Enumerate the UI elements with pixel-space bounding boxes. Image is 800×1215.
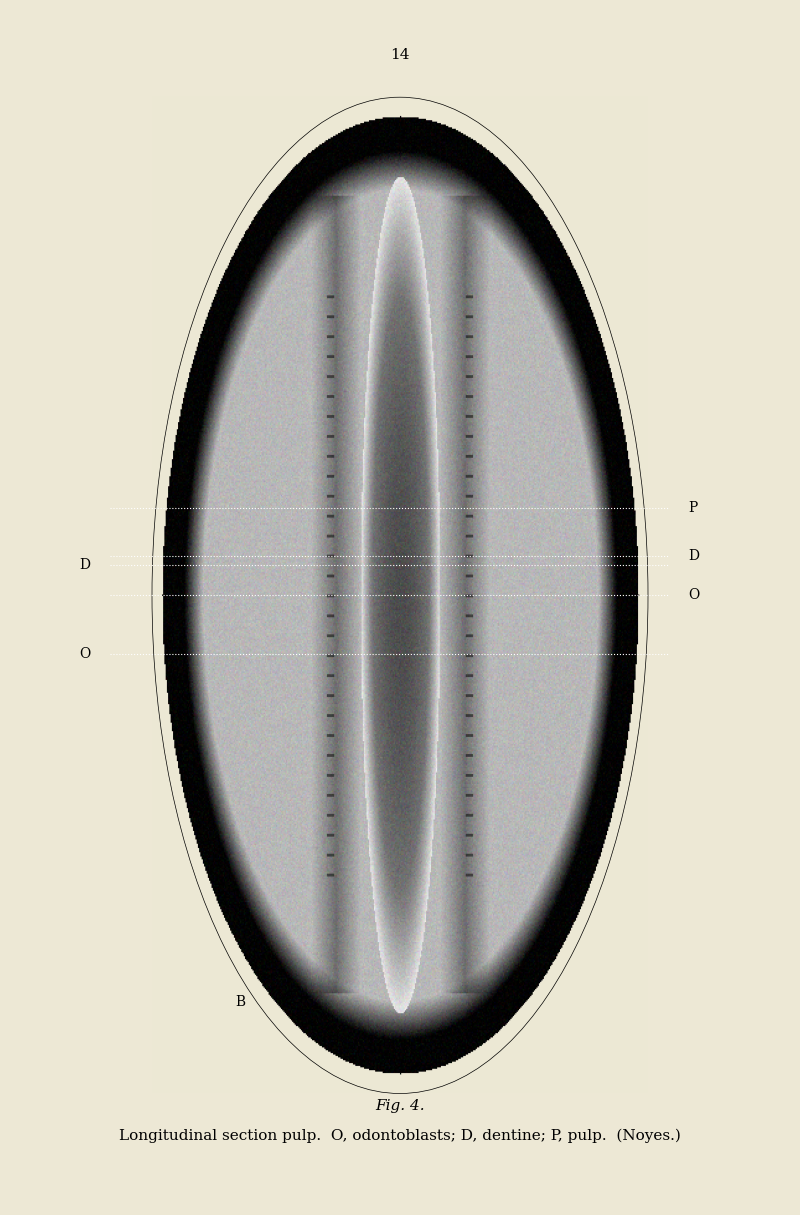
Text: B: B [235, 995, 245, 1010]
Text: Fig. 4.: Fig. 4. [375, 1098, 425, 1113]
Text: Longitudinal section pulp.  O, odontoblasts; D, dentine; P, pulp.  (Noyes.): Longitudinal section pulp. O, odontoblas… [119, 1129, 681, 1143]
Text: P: P [688, 501, 698, 515]
Text: D: D [688, 549, 699, 564]
Text: D: D [79, 558, 90, 572]
Text: O: O [79, 646, 90, 661]
Text: 14: 14 [390, 47, 410, 62]
Text: O: O [688, 588, 699, 603]
